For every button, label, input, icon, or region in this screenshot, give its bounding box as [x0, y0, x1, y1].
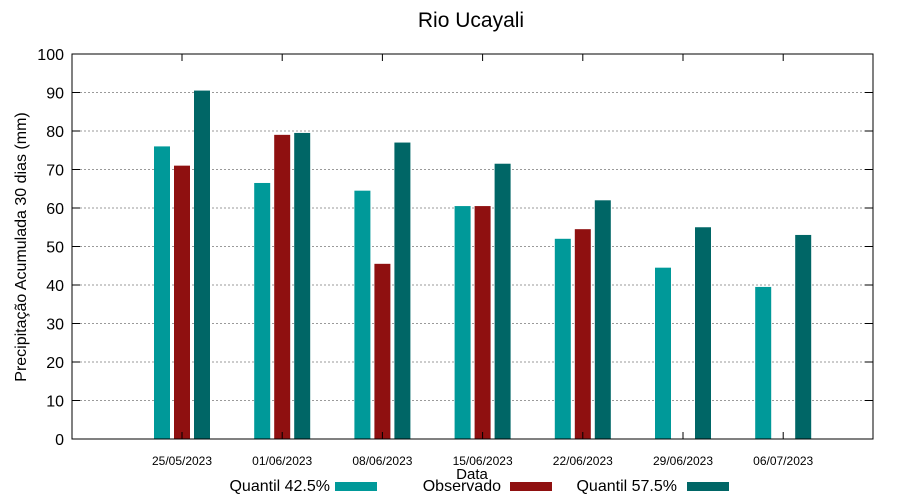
- bar: [394, 142, 411, 440]
- x-tick-label: 15/06/2023: [453, 454, 513, 468]
- legend-swatch: [687, 482, 729, 491]
- x-tick-label: 08/06/2023: [352, 454, 412, 468]
- y-tick-label: 10: [46, 394, 64, 411]
- bar: [554, 238, 571, 439]
- legend: Quantil 42.5% Observado Quantil 57.5%: [229, 478, 729, 495]
- y-tick-label: 70: [46, 163, 64, 180]
- bar: [354, 190, 371, 439]
- bar: [274, 134, 291, 439]
- gridlines: [72, 92, 873, 401]
- bar: [574, 229, 591, 439]
- bar: [695, 227, 711, 439]
- bar: [294, 132, 311, 440]
- y-tick-label: 100: [37, 47, 64, 64]
- bar: [655, 267, 671, 439]
- bar: [474, 206, 491, 439]
- bar: [154, 146, 170, 439]
- legend-label: Quantil 42.5%: [229, 478, 330, 495]
- legend-swatch: [510, 482, 552, 491]
- legend-label: Quantil 57.5%: [576, 478, 677, 495]
- bar: [594, 200, 611, 439]
- bar: [194, 90, 210, 439]
- y-tick-label: 80: [46, 124, 64, 141]
- x-tick-label: 25/05/2023: [152, 454, 212, 468]
- y-tick-label: 60: [46, 201, 64, 218]
- y-tick-label: 40: [46, 278, 64, 295]
- bar: [494, 163, 511, 439]
- x-axis: 25/05/2023 01/06/2023 08/06/2023 15/06/2023…: [152, 54, 814, 468]
- bar: [254, 182, 271, 439]
- bar: [454, 206, 471, 439]
- bar: [795, 234, 812, 439]
- chart-title: Rio Ucayali: [418, 9, 524, 32]
- x-tick-label: 29/06/2023: [653, 454, 713, 468]
- x-axis-label: Data: [456, 466, 488, 483]
- bars: [154, 90, 812, 440]
- x-tick-label: 06/07/2023: [753, 454, 813, 468]
- legend-swatch: [335, 482, 377, 491]
- y-axis: 0 10 20 30 40 50 60 70 80 90 100: [37, 47, 873, 449]
- x-tick-label: 01/06/2023: [252, 454, 312, 468]
- y-tick-label: 20: [46, 355, 64, 372]
- bar: [374, 263, 391, 439]
- bar: [755, 286, 772, 439]
- x-tick-label: 22/06/2023: [553, 454, 613, 468]
- y-tick-label: 30: [46, 317, 64, 334]
- legend-label: Observado: [423, 478, 501, 495]
- y-axis-label: Precipitação Acumulada 30 dias (mm): [13, 112, 30, 381]
- y-tick-label: 50: [46, 240, 64, 257]
- y-tick-label: 90: [46, 86, 64, 103]
- bar: [174, 165, 190, 439]
- y-tick-label: 0: [55, 432, 64, 449]
